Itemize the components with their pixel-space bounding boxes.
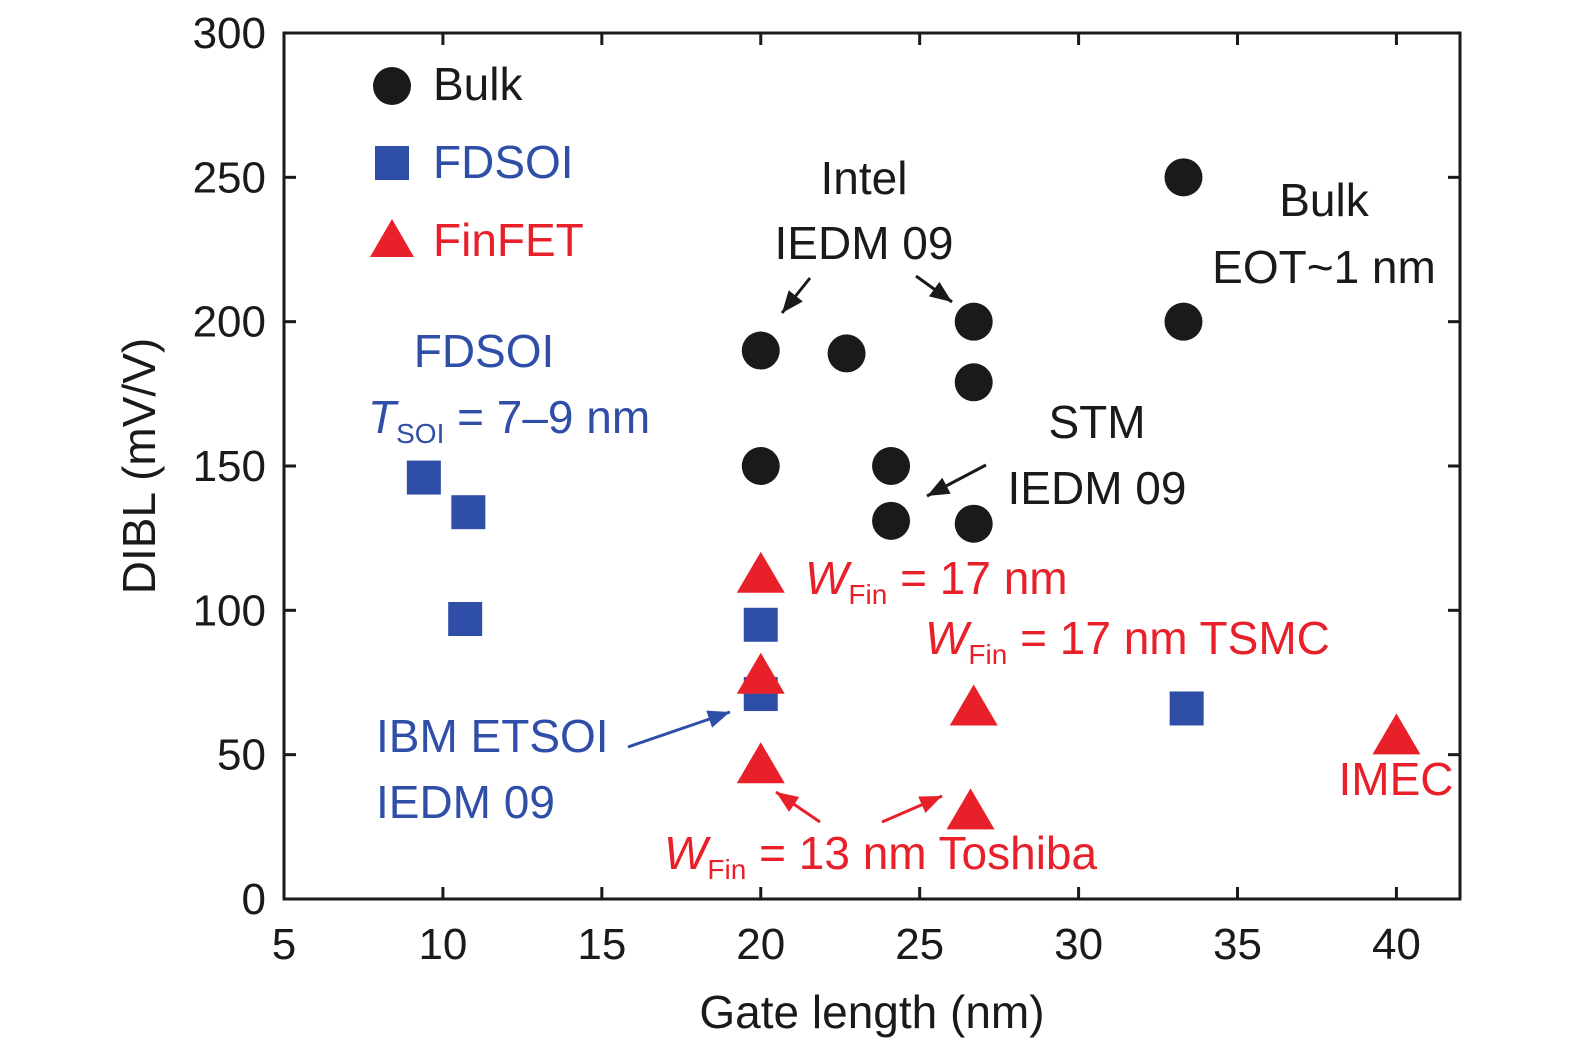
y-tick-label: 50 <box>217 731 266 780</box>
annotation-imec: IMEC <box>1339 753 1454 805</box>
legend-bulk-label: Bulk <box>433 58 523 110</box>
bulk-point <box>954 504 993 543</box>
legend-finfet-marker <box>370 219 414 257</box>
fdsoi-point <box>743 607 778 642</box>
bulk-point <box>1164 158 1203 197</box>
y-axis-title: DIBL (mV/V) <box>113 338 165 594</box>
annotation-wfin-17: WFin = 17 nm <box>805 552 1068 610</box>
bulk-point <box>872 501 911 540</box>
annotation-arrows <box>627 274 987 824</box>
annotation-ibm-line2: IEDM 09 <box>376 776 555 828</box>
finfet-point <box>946 788 995 830</box>
arrow-toshiba-left-head <box>776 792 800 812</box>
fdsoi-point <box>451 495 486 530</box>
bulk-point <box>827 334 866 373</box>
bulk-point <box>872 447 911 485</box>
annotation-fdsoi-tsoi: TSOI = 7–9 nm <box>368 391 650 449</box>
annotation-intel-line2: IEDM 09 <box>775 217 954 269</box>
annotation-intel-line1: Intel <box>821 152 908 204</box>
bulk-point <box>1164 302 1203 341</box>
y-tick-label: 250 <box>193 153 266 202</box>
y-tick-label: 150 <box>193 442 266 491</box>
legend-fdsoi-marker <box>375 146 409 180</box>
fdsoi-point <box>406 460 441 495</box>
y-tick-label: 100 <box>193 586 266 635</box>
arrow-intel-right-head <box>928 281 952 302</box>
annotation-wfin-13-toshiba: WFin = 13 nm Toshiba <box>664 827 1098 885</box>
finfet-point <box>736 742 785 784</box>
arrow-ibm-head <box>706 710 730 728</box>
annotation-stm-line1: STM <box>1048 396 1145 448</box>
y-tick-label: 0 <box>242 875 266 924</box>
data-points <box>406 158 1421 830</box>
legend: Bulk FDSOI FinFET <box>370 58 584 266</box>
arrow-intel-left-head <box>782 290 803 313</box>
y-tick-label: 300 <box>193 9 266 58</box>
fdsoi-point <box>1169 691 1204 726</box>
x-tick-label: 35 <box>1213 920 1262 969</box>
x-tick-label: 10 <box>418 920 467 969</box>
arrow-toshiba-right-head <box>918 796 942 814</box>
annotation-bulk-eot-line2: EOT~1 nm <box>1212 241 1436 293</box>
annotation-stm-line2: IEDM 09 <box>1008 462 1187 514</box>
x-tick-label: 25 <box>895 920 944 969</box>
x-tick-label: 20 <box>736 920 785 969</box>
finfet-point <box>736 652 785 694</box>
annotation-ibm-line1: IBM ETSOI <box>376 710 609 762</box>
x-tick-label: 30 <box>1054 920 1103 969</box>
x-tick-label: 40 <box>1372 920 1421 969</box>
legend-fdsoi-label: FDSOI <box>433 136 574 188</box>
bulk-point <box>954 302 993 341</box>
legend-bulk-marker <box>373 67 411 105</box>
bulk-point <box>741 447 780 485</box>
annotation-bulk-eot-line1: Bulk <box>1279 174 1369 226</box>
annotation-wfin-17-tsmc: WFin = 17 nm TSMC <box>925 612 1330 670</box>
y-tick-label: 200 <box>193 298 266 347</box>
x-tick-label: 15 <box>577 920 626 969</box>
finfet-point <box>949 684 998 726</box>
annotation-fdsoi-title: FDSOI <box>414 325 555 377</box>
fdsoi-point <box>448 601 483 636</box>
finfet-point <box>1372 713 1421 755</box>
legend-finfet-label: FinFET <box>433 214 584 266</box>
axes: 5 10 15 20 25 30 35 40 0 50 100 150 200 250 300 Gate le… <box>113 9 1462 1038</box>
bulk-point <box>741 331 780 370</box>
arrow-stm-head <box>927 477 951 496</box>
bulk-point <box>954 363 993 402</box>
x-tick-label: 5 <box>272 920 296 969</box>
x-axis-title: Gate length (nm) <box>699 986 1044 1038</box>
finfet-point <box>736 551 785 593</box>
